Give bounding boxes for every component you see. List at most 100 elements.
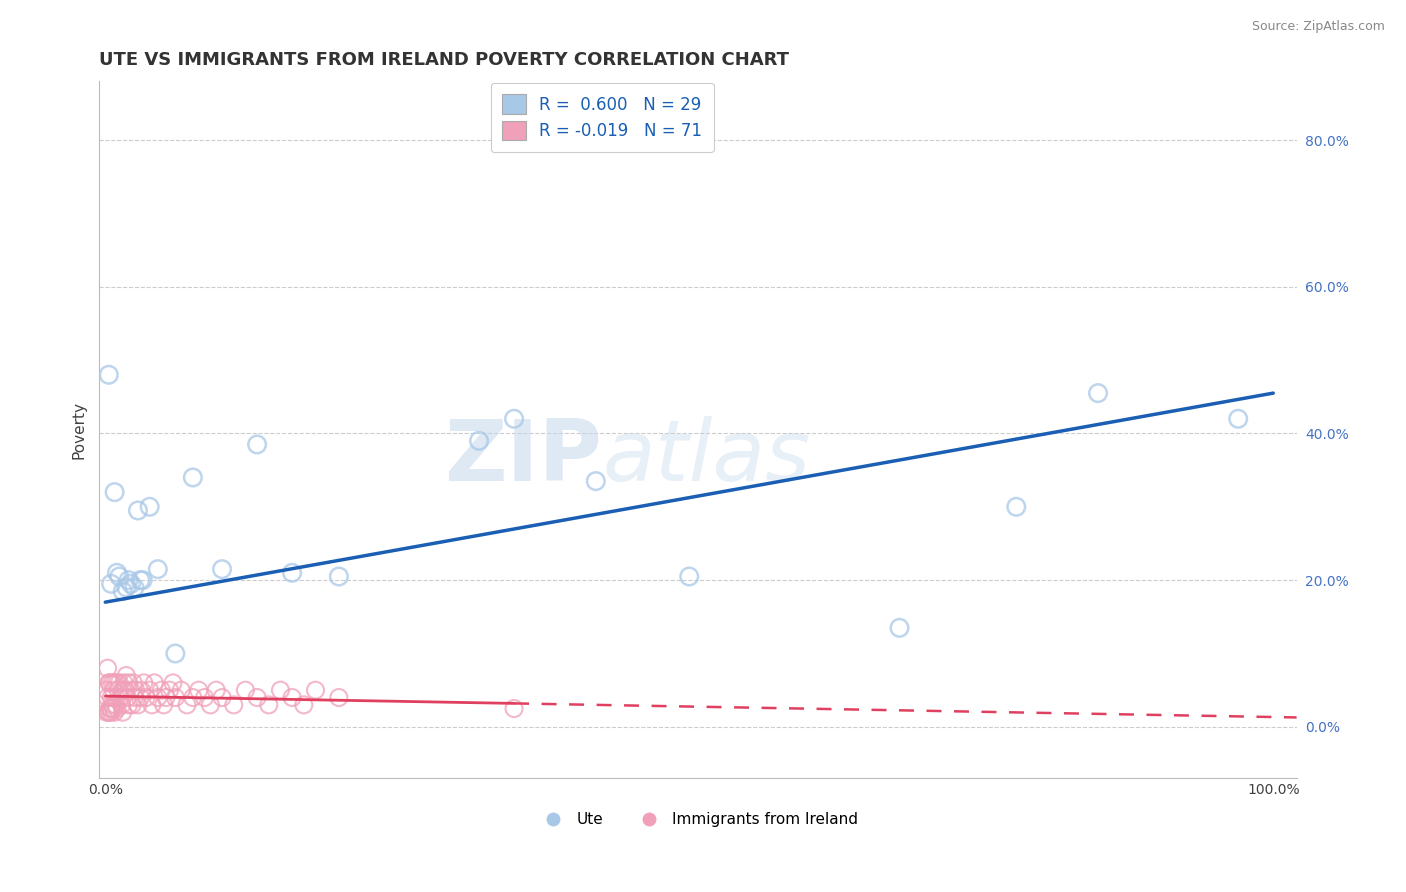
Point: [257, 698, 280, 712]
Point: [108, 569, 131, 583]
Point: [115, 668, 138, 682]
Point: [1087, 386, 1109, 401]
Point: [222, 698, 245, 712]
Point: [97, 705, 120, 719]
Point: [129, 690, 152, 705]
Point: [120, 577, 142, 591]
Point: [129, 573, 152, 587]
Point: [246, 437, 269, 451]
Point: [127, 698, 149, 712]
Point: [117, 676, 139, 690]
Point: [100, 577, 122, 591]
Point: [889, 621, 911, 635]
Point: [304, 683, 326, 698]
Point: [101, 676, 124, 690]
Point: [100, 701, 122, 715]
Point: [104, 676, 127, 690]
Point: [111, 683, 134, 698]
Point: [110, 690, 132, 705]
Point: [103, 683, 125, 698]
Point: [1227, 411, 1250, 425]
Point: [170, 683, 193, 698]
Point: [117, 690, 139, 705]
Point: [503, 411, 526, 425]
Point: [146, 562, 169, 576]
Point: [105, 701, 128, 715]
Point: [159, 683, 181, 698]
Point: [141, 698, 163, 712]
Point: [155, 690, 177, 705]
Point: [124, 683, 146, 698]
Point: [292, 698, 315, 712]
Point: [96, 705, 118, 719]
Point: [120, 683, 142, 698]
Point: [211, 562, 233, 576]
Point: [200, 698, 222, 712]
Point: [112, 676, 135, 690]
Point: [111, 705, 134, 719]
Point: [124, 690, 146, 705]
Point: [138, 683, 160, 698]
Text: ZIP: ZIP: [444, 417, 602, 500]
Point: [111, 698, 134, 712]
Point: [165, 690, 187, 705]
Point: [97, 661, 120, 675]
Point: [103, 701, 125, 715]
Point: [328, 569, 350, 583]
Point: [98, 676, 121, 690]
Point: [104, 485, 127, 500]
Point: [98, 701, 121, 715]
Point: [127, 503, 149, 517]
Point: [1005, 500, 1028, 514]
Point: [135, 690, 157, 705]
Point: [585, 474, 607, 488]
Point: [105, 566, 128, 580]
Point: [181, 470, 204, 484]
Point: [132, 676, 155, 690]
Point: [115, 581, 138, 595]
Point: [328, 690, 350, 705]
Point: [211, 690, 233, 705]
Point: [111, 584, 134, 599]
Text: Source: ZipAtlas.com: Source: ZipAtlas.com: [1251, 20, 1385, 33]
Point: [108, 676, 131, 690]
Point: [97, 676, 120, 690]
Point: [150, 683, 173, 698]
Point: [131, 683, 153, 698]
Point: [97, 690, 120, 705]
Point: [117, 698, 139, 712]
Point: [281, 690, 304, 705]
Point: [468, 434, 491, 448]
Point: [678, 569, 700, 583]
Point: [131, 573, 153, 587]
Point: [96, 683, 118, 698]
Point: [97, 705, 120, 719]
Point: [205, 683, 228, 698]
Point: [121, 698, 143, 712]
Point: [122, 676, 145, 690]
Point: [143, 676, 166, 690]
Point: [114, 683, 136, 698]
Point: [176, 698, 198, 712]
Point: [162, 676, 184, 690]
Text: atlas: atlas: [602, 417, 810, 500]
Point: [101, 698, 124, 712]
Point: [193, 690, 215, 705]
Point: [104, 698, 127, 712]
Point: [281, 566, 304, 580]
Point: [246, 690, 269, 705]
Point: [105, 676, 128, 690]
Point: [146, 690, 169, 705]
Point: [104, 705, 127, 719]
Point: [269, 683, 291, 698]
Point: [100, 705, 122, 719]
Point: [138, 500, 160, 514]
Point: [97, 368, 120, 382]
Text: UTE VS IMMIGRANTS FROM IRELAND POVERTY CORRELATION CHART: UTE VS IMMIGRANTS FROM IRELAND POVERTY C…: [100, 51, 789, 69]
Point: [117, 573, 139, 587]
Y-axis label: Poverty: Poverty: [72, 401, 86, 458]
Point: [100, 690, 122, 705]
Legend: Ute, Immigrants from Ireland: Ute, Immigrants from Ireland: [531, 806, 863, 833]
Point: [235, 683, 257, 698]
Point: [124, 581, 146, 595]
